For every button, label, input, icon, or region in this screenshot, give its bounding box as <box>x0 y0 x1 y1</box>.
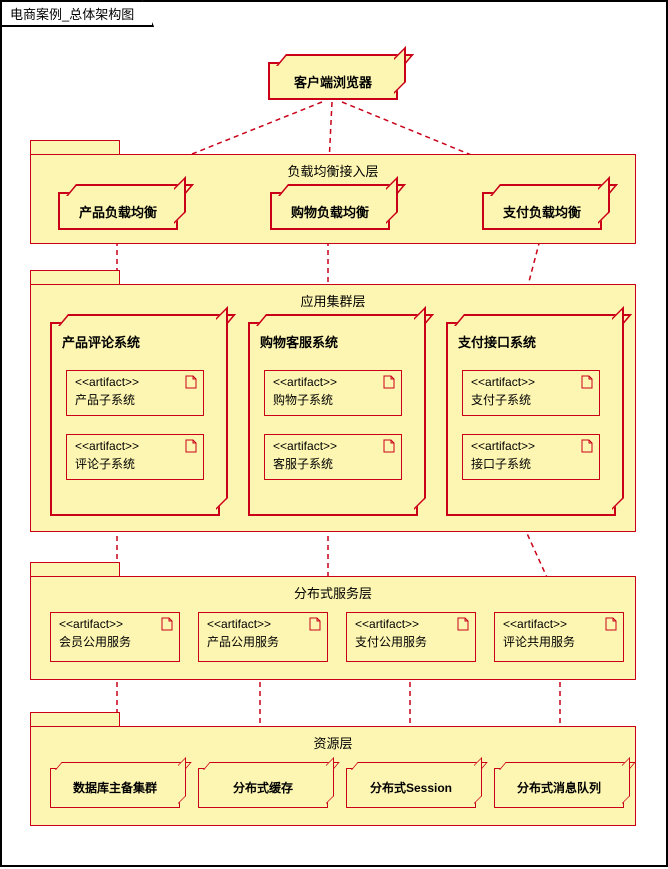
artifact-stereotype: <<artifact>> <box>503 617 617 631</box>
layer-title-app: 应用集群层 <box>31 291 635 310</box>
node-lb-0: 产品负载均衡 <box>58 192 178 230</box>
artifact-name: 接口子系统 <box>471 455 593 472</box>
node-res-3: 分布式消息队列 <box>494 768 624 808</box>
node-label: 支付负载均衡 <box>484 194 600 229</box>
diagram-title: 电商案例_总体架构图 <box>0 0 154 27</box>
system-0: 产品评论系统 <box>50 322 220 516</box>
node-label: 产品负载均衡 <box>60 194 176 229</box>
artifact-name: 支付公用服务 <box>355 633 469 650</box>
layer-title-dist: 分布式服务层 <box>31 583 635 602</box>
artifact-stereotype: <<artifact>> <box>273 439 395 453</box>
artifact-name: 产品子系统 <box>75 391 197 408</box>
layer-tab-app <box>30 270 120 284</box>
artifact-name: 评论子系统 <box>75 455 197 472</box>
layer-tab-lb <box>30 140 120 154</box>
client-browser-label: 客户端浏览器 <box>270 64 396 99</box>
artifact-stereotype: <<artifact>> <box>273 375 395 389</box>
artifact-stereotype: <<artifact>> <box>471 439 593 453</box>
system-2: 支付接口系统 <box>446 322 616 516</box>
artifact-name: 会员公用服务 <box>59 633 173 650</box>
artifact-2-1: <<artifact>> 接口子系统 <box>462 434 600 480</box>
layer-title-lb: 负载均衡接入层 <box>31 161 635 180</box>
system-label: 支付接口系统 <box>448 324 614 359</box>
artifact-0-1: <<artifact>> 评论子系统 <box>66 434 204 480</box>
node-res-1: 分布式缓存 <box>198 768 328 808</box>
system-label: 购物客服系统 <box>250 324 416 359</box>
artifact-dist-0: <<artifact>> 会员公用服务 <box>50 612 180 662</box>
node-lb-2: 支付负载均衡 <box>482 192 602 230</box>
artifact-stereotype: <<artifact>> <box>207 617 321 631</box>
artifact-0-0: <<artifact>> 产品子系统 <box>66 370 204 416</box>
node-lb-1: 购物负载均衡 <box>270 192 390 230</box>
artifact-stereotype: <<artifact>> <box>59 617 173 631</box>
node-res-0: 数据库主备集群 <box>50 768 180 808</box>
client-browser-node: 客户端浏览器 <box>268 62 398 100</box>
artifact-2-0: <<artifact>> 支付子系统 <box>462 370 600 416</box>
artifact-name: 支付子系统 <box>471 391 593 408</box>
artifact-1-1: <<artifact>> 客服子系统 <box>264 434 402 480</box>
artifact-stereotype: <<artifact>> <box>471 375 593 389</box>
node-label: 购物负载均衡 <box>272 194 388 229</box>
artifact-dist-2: <<artifact>> 支付公用服务 <box>346 612 476 662</box>
artifact-name: 客服子系统 <box>273 455 395 472</box>
artifact-stereotype: <<artifact>> <box>355 617 469 631</box>
artifact-1-0: <<artifact>> 购物子系统 <box>264 370 402 416</box>
layer-tab-res <box>30 712 120 726</box>
system-label: 产品评论系统 <box>52 324 218 359</box>
artifact-name: 产品公用服务 <box>207 633 321 650</box>
layer-title-res: 资源层 <box>31 733 635 752</box>
artifact-name: 购物子系统 <box>273 391 395 408</box>
artifact-name: 评论共用服务 <box>503 633 617 650</box>
architecture-diagram: 电商案例_总体架构图 客户端浏览器 负载均衡接入层产品负载均衡 购物负载均衡 支付负… <box>0 0 668 867</box>
layer-tab-dist <box>30 562 120 576</box>
system-1: 购物客服系统 <box>248 322 418 516</box>
artifact-dist-3: <<artifact>> 评论共用服务 <box>494 612 624 662</box>
artifact-dist-1: <<artifact>> 产品公用服务 <box>198 612 328 662</box>
node-res-2: 分布式Session <box>346 768 476 808</box>
artifact-stereotype: <<artifact>> <box>75 439 197 453</box>
artifact-stereotype: <<artifact>> <box>75 375 197 389</box>
